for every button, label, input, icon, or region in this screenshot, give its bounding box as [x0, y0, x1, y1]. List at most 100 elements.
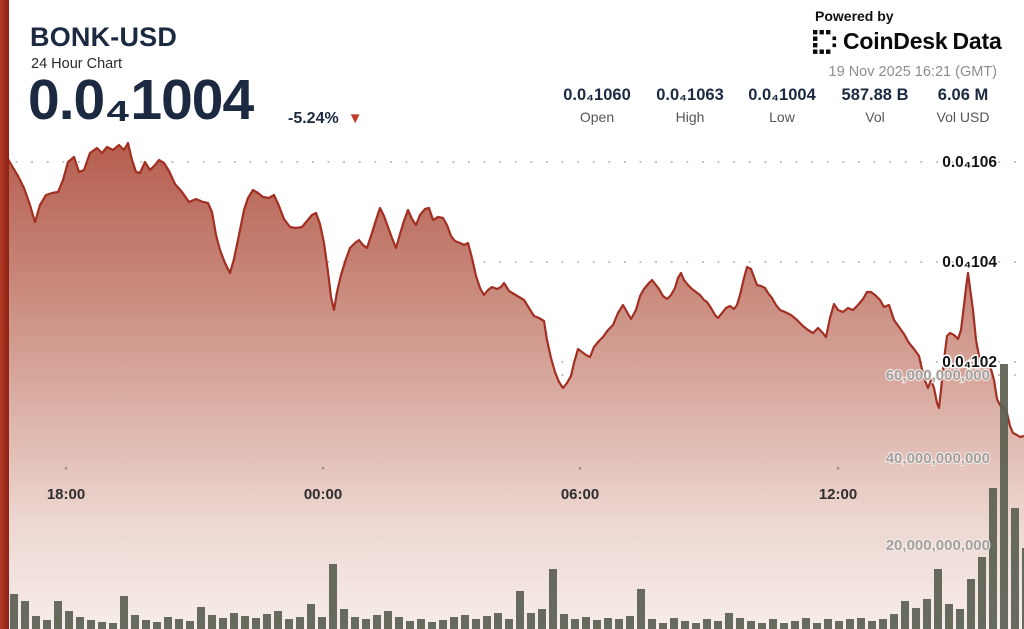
volume-bar — [450, 617, 458, 629]
volume-bar — [120, 596, 128, 629]
coindesk-logo-icon — [813, 29, 837, 54]
volume-bar — [516, 591, 524, 629]
volume-bar — [736, 618, 744, 629]
volume-bar — [483, 616, 491, 629]
brand-coindesk: CoinDesk — [843, 28, 948, 54]
volume-bar — [164, 617, 172, 629]
current-price: 0.0₄1004 — [28, 68, 254, 132]
volume-bar — [439, 620, 447, 629]
stat-vol-label: Vol — [865, 109, 885, 125]
volume-bar — [230, 613, 238, 629]
x-tick-dot — [64, 467, 68, 470]
volume-bar — [659, 623, 667, 629]
volume-bar — [109, 623, 117, 629]
volume-bar — [296, 617, 304, 629]
volume-bar — [956, 609, 964, 629]
time-axis-label: 06:00 — [561, 486, 599, 503]
volume-bar — [978, 557, 986, 629]
volume-bar — [571, 619, 579, 629]
stat-low-value: 0.0₄1004 — [748, 86, 816, 104]
stat-low: 0.0₄1004 Low — [748, 86, 816, 125]
volume-bar — [351, 617, 359, 629]
volume-bar — [362, 619, 370, 629]
powered-by-label: Powered by — [815, 8, 894, 24]
volume-bar — [560, 614, 568, 629]
volume-bar — [65, 611, 73, 629]
time-axis-label: 00:00 — [304, 486, 342, 503]
volume-bar — [868, 621, 876, 629]
volume-bar — [43, 620, 51, 629]
volume-bar — [142, 620, 150, 629]
volume-bar — [637, 589, 645, 629]
price-area-fill — [0, 143, 1024, 629]
stat-vol-usd-label: Vol USD — [936, 109, 990, 125]
volume-axis-label: 60,000,000,000 — [886, 367, 990, 384]
x-tick-dot — [836, 467, 840, 470]
stat-high: 0.0₄1063 High — [656, 86, 724, 125]
volume-bar — [274, 611, 282, 629]
price-axis-label: 0.0₄102 — [942, 354, 997, 371]
stat-vol-value: 587.88 B — [841, 86, 909, 104]
volume-bar — [461, 615, 469, 629]
volume-bar — [153, 622, 161, 629]
x-tick-dot — [578, 467, 582, 470]
volume-bar — [835, 621, 843, 629]
volume-bar — [428, 622, 436, 629]
volume-bar — [626, 616, 634, 629]
symbol-title: BONK-USD — [30, 22, 178, 52]
volume-bar — [923, 599, 931, 629]
volume-bar — [604, 618, 612, 629]
volume-bar — [901, 601, 909, 629]
change-percent: -5.24% — [288, 110, 339, 127]
price-line — [0, 141, 1024, 439]
volume-bar — [54, 601, 62, 629]
volume-bar — [1011, 508, 1019, 629]
volume-bar — [241, 616, 249, 629]
down-triangle-icon: ▼ — [347, 110, 363, 127]
time-axis-label: 18:00 — [47, 486, 85, 503]
volume-bar — [681, 621, 689, 629]
volume-bar — [395, 617, 403, 629]
volume-bar — [98, 622, 106, 629]
volume-bar — [186, 621, 194, 629]
volume-bar — [615, 619, 623, 629]
volume-bar — [318, 617, 326, 629]
stat-open-value: 0.0₄1060 — [563, 86, 631, 104]
stat-vol-usd: 6.06 M Vol USD — [937, 86, 990, 125]
volume-bar — [87, 620, 95, 629]
volume-bar — [340, 609, 348, 629]
volume-bar — [582, 617, 590, 629]
volume-bar — [538, 609, 546, 629]
stat-high-label: High — [675, 109, 705, 125]
volume-bar — [934, 569, 942, 629]
brand-data: Data — [952, 28, 1002, 54]
volume-bar — [373, 615, 381, 629]
stat-vol: 587.88 B Vol — [842, 86, 909, 125]
volume-bar — [307, 604, 315, 629]
volume-bar — [879, 619, 887, 629]
volume-axis-label: 20,000,000,000 — [886, 537, 990, 554]
stat-high-value: 0.0₄1063 — [656, 86, 724, 104]
volume-bar — [714, 621, 722, 629]
volume-bar — [648, 619, 656, 629]
stat-low-label: Low — [769, 109, 795, 125]
volume-bar — [758, 623, 766, 629]
volume-bar — [593, 620, 601, 629]
volume-bar — [1022, 548, 1024, 629]
volume-bar — [21, 601, 29, 629]
volume-bar — [10, 594, 18, 629]
volume-bar — [76, 617, 84, 629]
volume-bar — [494, 613, 502, 629]
volume-bar — [802, 618, 810, 629]
volume-bar — [945, 604, 953, 629]
volume-bar — [780, 623, 788, 629]
time-axis-label: 12:00 — [819, 486, 857, 503]
price-axis-label: 0.0₄106 — [942, 154, 997, 171]
volume-bar — [208, 615, 216, 629]
price-axis-label: 0.0₄104 — [942, 254, 997, 271]
volume-bar — [417, 619, 425, 629]
volume-bar — [692, 623, 700, 629]
volume-bar — [1000, 364, 1008, 629]
